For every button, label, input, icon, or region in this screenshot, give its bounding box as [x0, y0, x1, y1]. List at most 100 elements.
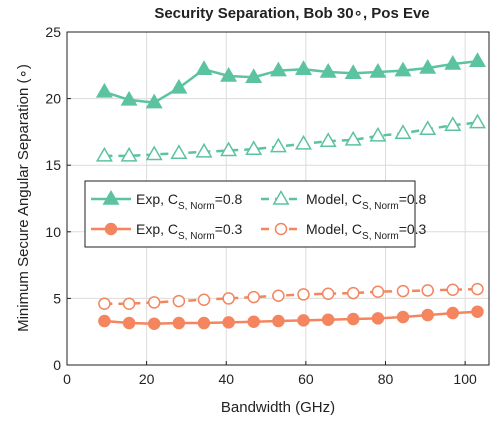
x-tick-label: 80 — [378, 371, 394, 387]
legend-marker — [104, 222, 118, 236]
data-point — [145, 145, 163, 161]
legend-entry: Model, CS, Norm=0.3 — [261, 221, 427, 242]
x-tick-label: 0 — [63, 371, 71, 387]
data-point — [269, 137, 287, 153]
legend-box — [84, 180, 416, 248]
legend-label: Model, CS, Norm=0.3 — [306, 221, 427, 242]
data-point — [222, 292, 235, 305]
legend-marker — [272, 189, 290, 205]
y-tick-label: 25 — [45, 24, 61, 40]
x-tick-label: 20 — [139, 371, 155, 387]
data-point — [195, 60, 213, 76]
data-point — [321, 287, 335, 300]
data-point — [122, 316, 136, 330]
data-point — [197, 316, 211, 330]
legend-marker — [274, 222, 288, 236]
legend-label: Exp, CS, Norm=0.8 — [136, 191, 243, 212]
series-0 — [95, 52, 486, 109]
data-point — [147, 317, 161, 330]
data-point — [394, 124, 412, 139]
data-point — [245, 68, 263, 84]
data-point — [145, 93, 163, 109]
y-tick-label: 0 — [53, 357, 61, 373]
x-tick-label: 60 — [298, 371, 314, 387]
data-point — [471, 305, 484, 318]
x-tick-label: 100 — [453, 371, 477, 387]
legend: Exp, CS, Norm=0.8 Model, CS, Norm=0.8 Exp,… — [84, 180, 427, 248]
data-point — [446, 283, 460, 296]
data-point — [446, 306, 460, 320]
data-point — [421, 308, 434, 322]
legend-marker — [102, 189, 120, 205]
data-point — [369, 126, 387, 142]
data-point — [247, 315, 260, 328]
data-point — [170, 78, 188, 94]
series-line — [104, 310, 478, 325]
data-point — [421, 284, 434, 297]
data-point — [394, 61, 412, 77]
data-point — [95, 82, 113, 98]
series-2 — [98, 305, 484, 330]
data-point — [272, 314, 285, 328]
legend-entry: Exp, CS, Norm=0.8 — [91, 189, 243, 212]
data-point — [344, 64, 362, 80]
data-point — [95, 146, 113, 162]
data-point — [295, 60, 312, 76]
legend-label: Model, CS, Norm=0.8 — [306, 191, 427, 212]
data-point — [172, 294, 186, 308]
data-point — [122, 297, 136, 310]
data-point — [371, 312, 385, 325]
data-point — [319, 132, 337, 147]
data-point — [419, 58, 437, 74]
legend-entry: Exp, CS, Norm=0.3 — [91, 221, 243, 242]
plot-frame — [66, 31, 490, 366]
data-point — [147, 296, 161, 309]
data-point — [172, 316, 186, 330]
data-point — [98, 297, 111, 310]
series-1 — [95, 113, 486, 162]
legend-label: Exp, CS, Norm=0.3 — [136, 221, 243, 242]
x-axis-label: Bandwidth (GHz) — [221, 399, 335, 416]
data-point — [419, 120, 437, 135]
data-point — [369, 62, 387, 78]
data-point — [295, 134, 312, 150]
legend-entry: Model, CS, Norm=0.8 — [261, 189, 427, 212]
data-point — [120, 90, 138, 106]
y-tick-label: 15 — [45, 157, 61, 173]
data-point — [371, 285, 385, 298]
series-line — [104, 60, 478, 104]
data-point — [344, 130, 362, 146]
data-point — [197, 293, 211, 306]
data-point — [321, 313, 335, 326]
y-tick-label: 5 — [53, 290, 61, 306]
data-point — [98, 314, 111, 328]
data-point — [469, 52, 486, 68]
data-point — [396, 310, 410, 324]
y-tick-label: 10 — [45, 224, 61, 240]
data-point — [269, 61, 287, 77]
data-point — [220, 66, 238, 82]
data-point — [120, 146, 138, 162]
data-point — [469, 113, 486, 129]
chart-title: Security Separation, Bob 30∘, Pos Eve — [154, 5, 429, 22]
y-tick-label: 20 — [45, 91, 61, 107]
series-3 — [98, 282, 484, 310]
data-point — [297, 314, 310, 327]
data-point — [396, 284, 410, 298]
data-point — [444, 116, 462, 131]
data-point — [471, 282, 484, 296]
data-point — [319, 62, 337, 78]
y-axis-label: Minimum Secure Angular Separation (∘) — [15, 64, 32, 332]
data-point — [346, 312, 360, 326]
data-point — [247, 290, 260, 304]
data-point — [272, 289, 285, 302]
data-point — [297, 288, 310, 301]
data-point — [245, 140, 263, 155]
series-line — [104, 121, 478, 158]
series-line — [104, 287, 478, 305]
data-point — [220, 141, 238, 157]
data-point — [195, 142, 213, 158]
series-lines — [95, 52, 486, 330]
data-point — [170, 144, 188, 159]
